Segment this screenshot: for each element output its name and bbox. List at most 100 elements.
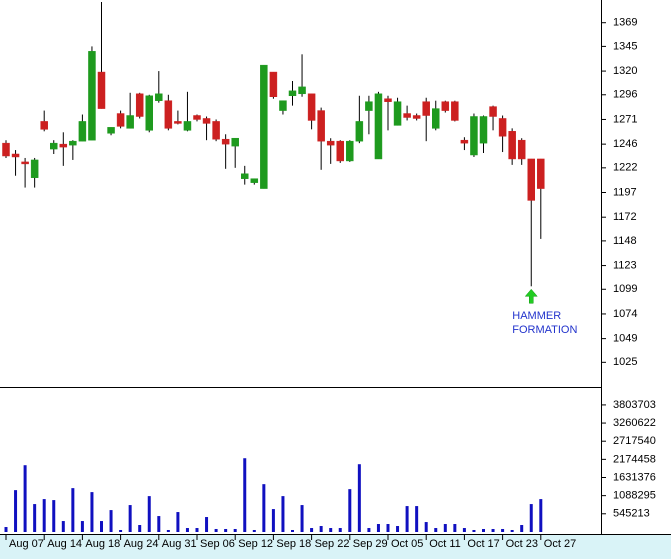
x-tick-label: Aug 14 xyxy=(47,538,82,550)
y-tick-label: 1148 xyxy=(613,235,637,247)
y-tick-label: 1246 xyxy=(613,138,637,150)
candle-body xyxy=(21,161,29,165)
candle-body xyxy=(489,106,497,117)
volume-bar xyxy=(300,505,304,532)
volume-bar xyxy=(510,529,514,532)
candle-body xyxy=(384,98,392,102)
volume-bar xyxy=(482,528,485,532)
volume-bar xyxy=(405,506,409,532)
x-tick-label: Oct 27 xyxy=(544,538,576,550)
volume-bar xyxy=(281,496,285,532)
candle-body xyxy=(346,140,354,162)
y-tick-label: 1320 xyxy=(613,65,637,77)
candle-body xyxy=(88,51,96,141)
volume-bar xyxy=(166,529,170,532)
annotation-arrow xyxy=(524,288,538,304)
volume-bar xyxy=(100,521,103,532)
volume-bar xyxy=(138,525,142,532)
volume-bar xyxy=(501,528,505,532)
y-tick-label: 1088295 xyxy=(613,490,656,502)
x-tick-label: Sep 06 xyxy=(200,538,235,550)
volume-bar xyxy=(90,492,94,532)
y-tick-label: 1345 xyxy=(613,40,637,52)
volume-bar xyxy=(529,504,533,532)
volume-bar xyxy=(472,529,476,532)
volume-bar xyxy=(271,509,275,532)
candle-body xyxy=(116,113,125,127)
y-tick-label: 1074 xyxy=(613,308,637,320)
volume-bar xyxy=(52,500,56,532)
candle-body xyxy=(470,116,478,156)
y-tick-label: 1049 xyxy=(613,333,637,345)
x-axis-strip xyxy=(0,535,671,559)
volume-bar xyxy=(462,528,466,532)
volume-bar xyxy=(4,527,8,532)
volume-bar xyxy=(357,464,361,532)
volume-bar xyxy=(386,524,390,532)
volume-bar xyxy=(338,528,342,532)
candle-body xyxy=(107,127,115,134)
volume-bar xyxy=(520,525,524,532)
candle-body xyxy=(508,131,516,160)
candle-body xyxy=(11,153,20,158)
annotation-text: FORMATION xyxy=(512,324,577,336)
x-tick-label: Oct 05 xyxy=(391,538,423,550)
x-tick-label: Oct 17 xyxy=(467,538,499,550)
candle-body xyxy=(479,116,488,144)
candle-body xyxy=(298,86,306,95)
volume-bar xyxy=(443,524,447,532)
volume-bar xyxy=(252,529,256,532)
candle-body xyxy=(403,113,411,118)
y-tick-label: 1123 xyxy=(613,259,637,271)
candle-body xyxy=(527,158,535,201)
candle-body xyxy=(441,101,450,111)
candle-body xyxy=(2,142,10,157)
candle-body xyxy=(231,137,239,147)
volume-bar xyxy=(176,512,180,532)
candle-body xyxy=(183,121,192,131)
volume-bar xyxy=(128,505,132,532)
volume-bar xyxy=(42,499,46,532)
y-tick-label: 1271 xyxy=(613,113,637,125)
candle-body xyxy=(202,118,211,124)
candle-body xyxy=(537,158,545,189)
candle-body xyxy=(50,142,58,150)
candle-body xyxy=(422,101,430,116)
y-tick-label: 1197 xyxy=(613,186,637,198)
volume-bar xyxy=(195,528,199,532)
volume-bar xyxy=(310,528,314,532)
candle-body xyxy=(193,115,201,120)
candle-body xyxy=(498,118,507,137)
x-tick-label: Sep 12 xyxy=(238,538,273,550)
volume-bar xyxy=(348,489,352,532)
volume-bar xyxy=(33,504,37,532)
candle-body xyxy=(212,121,220,140)
y-tick-label: 3260622 xyxy=(613,417,656,429)
candle-body xyxy=(336,140,344,162)
candle-body xyxy=(432,108,440,129)
candle-body xyxy=(374,93,383,160)
y-tick-label: 1025 xyxy=(613,356,637,368)
volume-bar xyxy=(453,524,457,532)
x-tick-label: Aug 07 xyxy=(9,538,44,550)
volume-bar xyxy=(185,528,189,532)
volume-bar xyxy=(119,529,123,532)
y-tick-label: 2717540 xyxy=(613,435,656,447)
volume-bar xyxy=(376,524,380,532)
candle-body xyxy=(355,121,364,142)
volume-bar xyxy=(434,528,438,532)
y-tick-label: 2174458 xyxy=(613,453,656,465)
candle-body xyxy=(460,139,469,144)
x-tick-label: Aug 24 xyxy=(124,538,159,550)
candle-body xyxy=(40,121,48,130)
x-tick-label: Sep 22 xyxy=(315,538,350,550)
volume-bar xyxy=(539,499,543,532)
candle-body xyxy=(412,115,421,119)
volume-bar xyxy=(61,521,65,532)
candle-body xyxy=(269,71,278,97)
x-tick-label: Sep 18 xyxy=(276,538,311,550)
volume-bar xyxy=(291,529,294,532)
candle-body xyxy=(241,173,249,179)
candle-body xyxy=(30,159,39,178)
